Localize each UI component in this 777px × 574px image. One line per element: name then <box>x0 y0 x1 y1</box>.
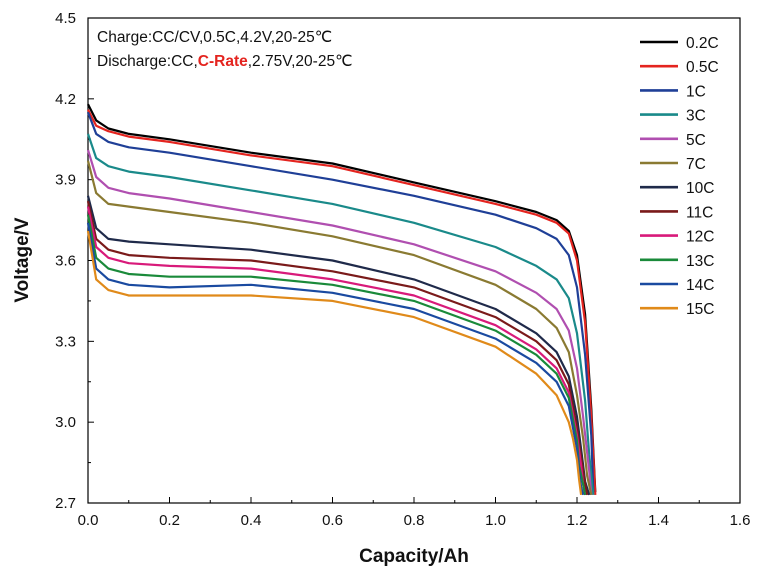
legend-label-15C: 15C <box>686 301 714 318</box>
x-tick-label: 0.8 <box>404 512 425 529</box>
x-axis: 0.0 0.2 0.4 0.6 0.8 1.0 1.2 1.4 1.6 <box>78 497 751 529</box>
series-line-14C <box>86 222 585 496</box>
discharge-suffix: ,2.75V,20-25℃ <box>248 53 353 70</box>
series-line-10C <box>86 195 591 496</box>
x-tick-label: 1.2 <box>567 512 588 529</box>
series-line-5C <box>86 149 593 495</box>
x-tick-label: 1.0 <box>485 512 506 529</box>
legend-label-3C: 3C <box>686 108 706 125</box>
legend-label-0.5C: 0.5C <box>686 59 719 76</box>
y-tick-label: 3.6 <box>55 253 76 270</box>
legend-label-1C: 1C <box>686 83 706 100</box>
legend-label-0.2C: 0.2C <box>686 35 719 52</box>
y-tick-label: 4.2 <box>55 91 76 108</box>
x-tick-label: 1.4 <box>648 512 669 529</box>
legend-label-7C: 7C <box>686 156 706 173</box>
series-line-15C <box>86 230 583 496</box>
discharge-c-rate: C-Rate <box>198 53 248 70</box>
series-line-12C <box>86 206 587 496</box>
y-tick-label: 2.7 <box>55 495 76 512</box>
discharge-prefix: Discharge:CC, <box>97 53 198 70</box>
series-line-1C <box>86 111 595 493</box>
y-tick-label: 3.0 <box>55 414 76 431</box>
y-tick-label: 4.5 <box>55 10 76 27</box>
legend-label-10C: 10C <box>686 180 714 197</box>
x-tick-label: 1.6 <box>730 512 751 529</box>
x-tick-label: 0.2 <box>159 512 180 529</box>
x-tick-label: 0.4 <box>241 512 262 529</box>
legend-label-5C: 5C <box>686 132 706 149</box>
legend-label-13C: 13C <box>686 253 714 270</box>
x-tick-label: 0.0 <box>78 512 99 529</box>
discharge-annotation: Discharge:CC,C-Rate,2.75V,20-25℃ <box>97 53 352 70</box>
x-tick-label: 0.6 <box>322 512 343 529</box>
y-tick-label: 3.9 <box>55 172 76 189</box>
legend-label-14C: 14C <box>686 277 714 294</box>
y-axis-title: Voltage/V <box>12 217 33 302</box>
charge-annotation: Charge:CC/CV,0.5C,4.2V,20-25℃ <box>97 29 332 46</box>
x-axis-title: Capacity/Ah <box>359 546 469 567</box>
legend-label-12C: 12C <box>686 229 714 246</box>
series-line-3C <box>86 133 595 496</box>
series-line-11C <box>86 200 589 496</box>
y-axis: 2.7 3.0 3.3 3.6 3.9 4.2 4.5 <box>55 10 94 512</box>
legend-label-11C: 11C <box>686 204 713 221</box>
y-tick-label: 3.3 <box>55 333 76 350</box>
legend: 0.2C 0.5C 1C 3C 5C 7C 10C 11C 12C 13C 14C 15C <box>640 35 719 318</box>
series-lines <box>86 103 597 496</box>
series-line-7C <box>86 160 593 496</box>
series-line-0.5C <box>87 109 597 495</box>
